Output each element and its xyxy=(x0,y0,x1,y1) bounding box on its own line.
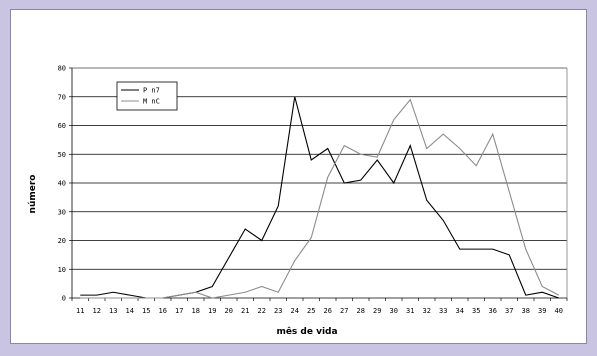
x-tick-label-20: 20 xyxy=(225,307,233,315)
x-tick-label-33: 33 xyxy=(439,307,447,315)
series-lines xyxy=(80,96,560,299)
y-tick-label-20: 20 xyxy=(58,237,66,245)
y-axis-title: número xyxy=(28,175,38,214)
x-tick-label-30: 30 xyxy=(390,307,398,315)
x-tick-label-16: 16 xyxy=(159,307,167,315)
x-tick-label-19: 19 xyxy=(208,307,216,315)
x-tick-label-32: 32 xyxy=(423,307,431,315)
legend-box xyxy=(116,81,178,111)
y-tick-label-70: 70 xyxy=(58,93,66,101)
y-tick-label-60: 60 xyxy=(58,122,66,130)
x-tick-label-36: 36 xyxy=(489,307,497,315)
y-tick-label-80: 80 xyxy=(58,65,66,73)
x-tick-label-40: 40 xyxy=(555,307,563,315)
x-tick-label-34: 34 xyxy=(456,307,464,315)
series-line-2 xyxy=(80,98,560,299)
x-tick-label-38: 38 xyxy=(522,307,530,315)
x-tick-label-15: 15 xyxy=(142,307,150,315)
x-tick-label-14: 14 xyxy=(126,307,134,315)
x-tick-label-25: 25 xyxy=(307,307,315,315)
x-tick-label-24: 24 xyxy=(291,307,299,315)
legend-label-series-1: P n7 xyxy=(143,87,160,95)
x-tick-label-17: 17 xyxy=(175,307,183,315)
series-line-1 xyxy=(80,96,559,299)
chart-frame: 0 10 20 30 40 50 60 70 80 11 12 13 14 15 16 17 18 19 20 21… xyxy=(10,9,587,344)
x-tick-label-28: 28 xyxy=(357,307,365,315)
x-tick-label-21: 21 xyxy=(241,307,249,315)
y-tick-label-0: 0 xyxy=(62,295,66,303)
line-chart: 0 10 20 30 40 50 60 70 80 11 12 13 14 15 16 17 18 19 20 21… xyxy=(28,65,568,337)
x-tick-label-37: 37 xyxy=(505,307,513,315)
x-tick-label-13: 13 xyxy=(109,307,117,315)
y-tick-label-40: 40 xyxy=(58,180,66,188)
y-tick-label-10: 10 xyxy=(58,266,66,274)
y-tick-label-50: 50 xyxy=(58,151,66,159)
x-tick-label-23: 23 xyxy=(274,307,282,315)
x-tick-label-27: 27 xyxy=(340,307,348,315)
legend: P n7 M nC xyxy=(116,81,178,111)
y-tick-labels: 0 10 20 30 40 50 60 70 80 xyxy=(58,65,66,303)
x-tick-label-39: 39 xyxy=(538,307,546,315)
x-tick-labels: 11 12 13 14 15 16 17 18 19 20 21 22 23 24 25 26 27 28 29 30… xyxy=(76,307,563,315)
x-tick-label-35: 35 xyxy=(472,307,480,315)
y-tick-label-30: 30 xyxy=(58,208,66,216)
x-tick-label-26: 26 xyxy=(324,307,332,315)
x-axis-title: mês de vida xyxy=(276,326,337,337)
legend-label-series-2: M nC xyxy=(143,98,160,106)
x-tick-label-22: 22 xyxy=(258,307,266,315)
x-tick-label-31: 31 xyxy=(406,307,414,315)
x-tick-label-18: 18 xyxy=(192,307,200,315)
x-tick-label-11: 11 xyxy=(76,307,84,315)
x-tick-label-29: 29 xyxy=(373,307,381,315)
x-tick-label-12: 12 xyxy=(93,307,101,315)
